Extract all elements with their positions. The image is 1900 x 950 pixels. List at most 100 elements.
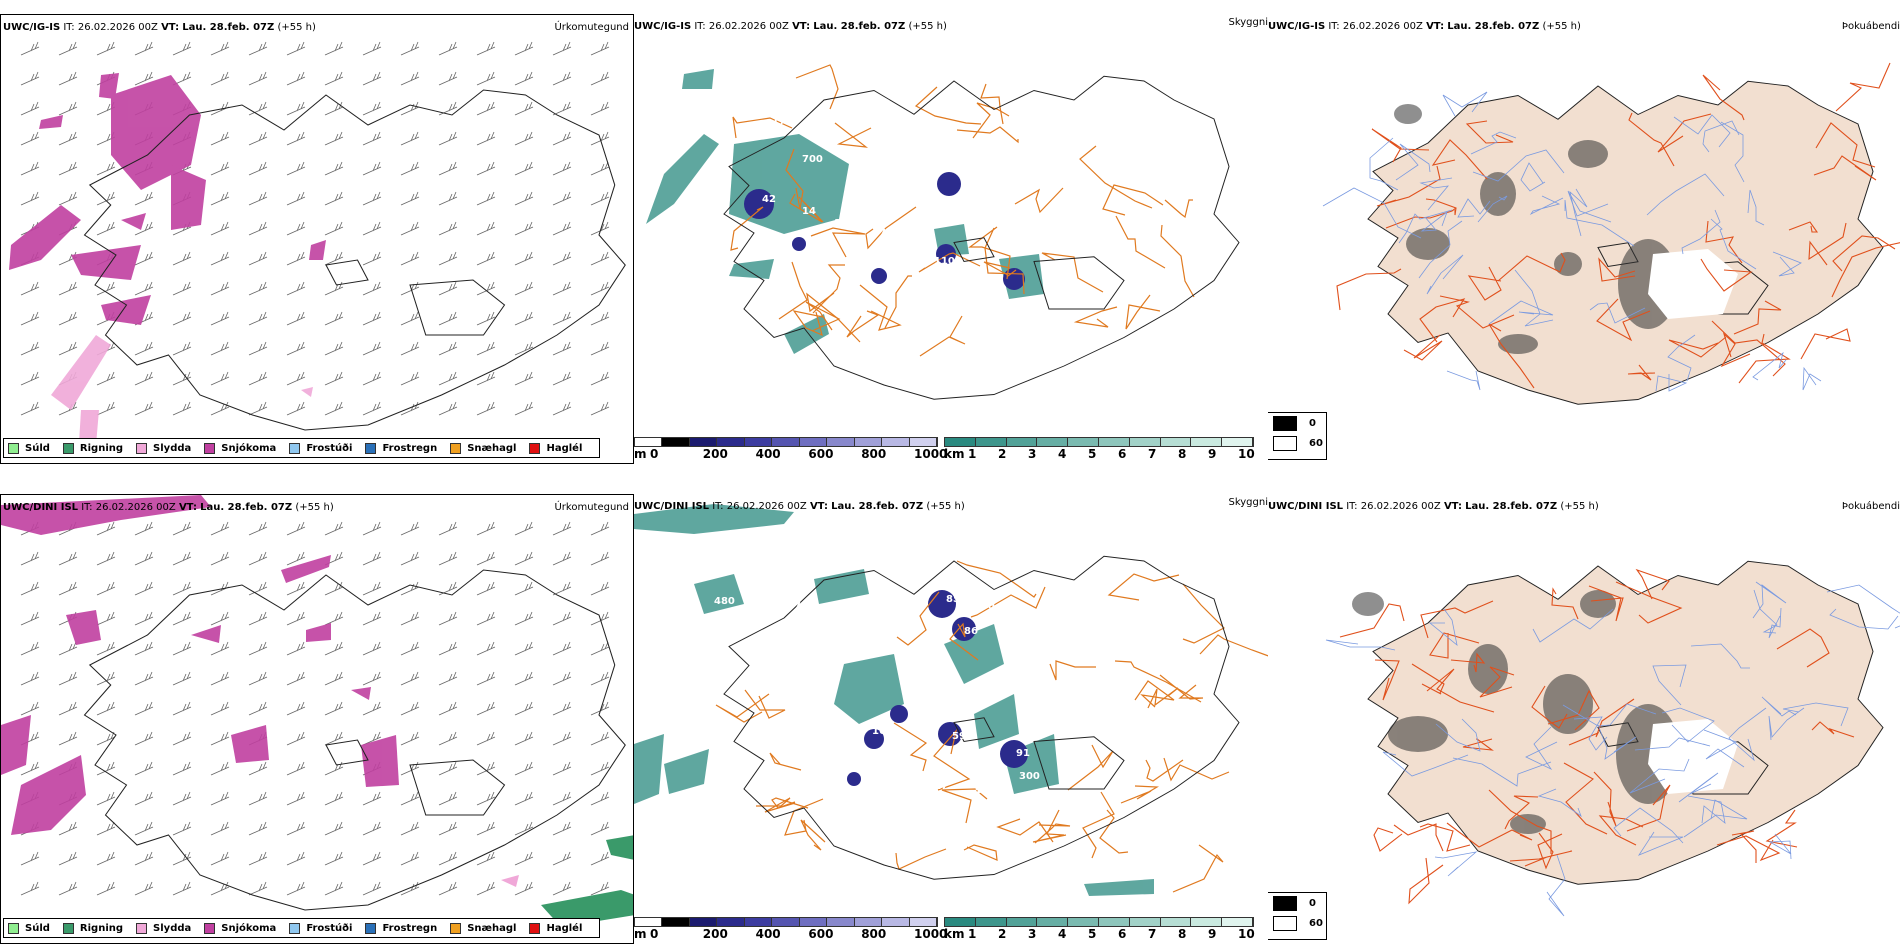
precip-map-top bbox=[9, 41, 626, 445]
fog-key-swatch bbox=[1273, 435, 1297, 451]
it-label: IT: bbox=[63, 22, 75, 33]
ceiling-value-label: 42 bbox=[762, 194, 776, 205]
ceiling-value-label: 174 bbox=[772, 116, 793, 127]
colorbar-segment bbox=[1222, 918, 1253, 926]
colorbar-unit: m bbox=[634, 927, 647, 941]
legend-item: Frostregn bbox=[365, 442, 437, 454]
legend-swatch bbox=[204, 442, 216, 454]
ceiling-value-label: 76 bbox=[710, 156, 724, 167]
sleet-areas bbox=[51, 335, 313, 445]
colorbar-segment bbox=[909, 918, 937, 926]
fog-key-label: 60 bbox=[1309, 917, 1323, 929]
visibility-areas bbox=[646, 69, 1044, 354]
roads bbox=[1336, 62, 1900, 389]
colorbar-tick-label: 200 bbox=[702, 927, 728, 941]
colorbar-segment bbox=[1191, 438, 1223, 446]
colorbar-segment bbox=[882, 438, 910, 446]
lead-time: (+55 h) bbox=[1542, 21, 1581, 32]
ceiling-value-label: 59 bbox=[952, 731, 966, 742]
fog-key-swatch bbox=[1273, 415, 1297, 431]
colorbar-segment bbox=[945, 438, 976, 446]
legend-item: Haglél bbox=[529, 442, 583, 454]
fog-key-label: 0 bbox=[1309, 417, 1316, 429]
precip-legend: Súld Rigning Slydda Snjókoma Frostúði Frostre… bbox=[3, 438, 601, 458]
colorbar-tick-label: 3 bbox=[1028, 927, 1037, 941]
vt-label: VT: bbox=[1443, 501, 1462, 512]
cloud-map-top: 174 76 700 42 14 96 163 73 86 110 bbox=[646, 64, 1240, 400]
fog-key-swatch bbox=[1273, 895, 1297, 911]
legend-item: Slydda bbox=[136, 442, 192, 454]
colorbar-segment bbox=[975, 438, 1007, 446]
precip-map-bottom bbox=[1, 495, 633, 927]
ceiling-value-label: 76 bbox=[794, 601, 808, 612]
precip-type-panel-top: UWC/IG-IS IT: 26.02.2026 00Z VT: Lau. 28… bbox=[0, 14, 634, 464]
colorbar-tick-label: 5 bbox=[1088, 927, 1097, 941]
colorbar-tick-label: 6 bbox=[1118, 447, 1127, 461]
ceiling-value-label: 300 bbox=[1019, 771, 1040, 782]
vt-label: VT: bbox=[161, 22, 180, 33]
fog-panel-top: UWC/IG-IS IT: 26.02.2026 00Z VT: Lau. 28… bbox=[1268, 14, 1900, 464]
roads bbox=[715, 560, 1268, 893]
rain-areas bbox=[541, 835, 633, 927]
sleet-areas bbox=[501, 875, 519, 887]
ceiling-value-label: 17 bbox=[934, 781, 948, 792]
legend-item: Snjókoma bbox=[204, 442, 276, 454]
model-name: UWC/IG-IS bbox=[3, 22, 61, 33]
rivers bbox=[1325, 581, 1900, 917]
colorbar-tick-label: 1000 bbox=[914, 447, 948, 461]
colorbar-tick-label: 3 bbox=[1028, 447, 1037, 461]
legend-swatch bbox=[62, 922, 74, 934]
panel-title: Þokuábendi bbox=[1841, 21, 1900, 32]
fog-key-row: 0 bbox=[1273, 893, 1326, 913]
vt-value: Lau. 28.feb. 07Z bbox=[1447, 21, 1540, 32]
colorbar-unit: km bbox=[944, 447, 965, 461]
colorbar-segment bbox=[635, 918, 663, 926]
legend-swatch bbox=[8, 922, 19, 934]
fog-key-label: 60 bbox=[1309, 437, 1323, 449]
legend-item: Frostúði bbox=[289, 442, 352, 454]
colorbar-segment bbox=[744, 918, 773, 926]
colorbar-tick-label: 2 bbox=[998, 927, 1007, 941]
colorbar-segment bbox=[827, 438, 855, 446]
colorbar-tick-label: 1 bbox=[968, 447, 977, 461]
ceiling-value-label: 73 bbox=[879, 228, 893, 239]
vt-value: Lau. 28.feb. 07Z bbox=[813, 21, 906, 32]
colorbar-segment bbox=[717, 438, 745, 446]
colorbar-segment bbox=[854, 438, 883, 446]
vt-label: VT: bbox=[792, 21, 811, 32]
legend-item: Frostúði bbox=[289, 922, 353, 934]
ceiling-value-label: 14 bbox=[802, 206, 816, 217]
legend-label: Súld bbox=[25, 922, 50, 934]
ceiling-value-label: 700 bbox=[802, 154, 823, 165]
ceiling-value-label: 96 bbox=[849, 181, 863, 192]
colorbar-tick-label: 0 bbox=[650, 927, 659, 941]
ceiling-value-label: 110 bbox=[934, 256, 955, 267]
colorbar-segment bbox=[945, 918, 976, 926]
legend-label: Haglél bbox=[546, 442, 583, 454]
coastline bbox=[723, 75, 1240, 400]
colorbar-segment bbox=[1129, 438, 1161, 446]
fog-panel-bottom: UWC/DINI ISL IT: 26.02.2026 00Z VT: Lau.… bbox=[1268, 494, 1900, 944]
colorbar-segment bbox=[1160, 918, 1192, 926]
colorbar-segment bbox=[1160, 438, 1192, 446]
legend-item: Snæhagl bbox=[450, 922, 516, 934]
colorbar-tick-label: 4 bbox=[1058, 927, 1067, 941]
ceiling-value-label: 86 bbox=[984, 216, 998, 227]
legend-swatch bbox=[136, 922, 148, 934]
legend-swatch bbox=[289, 442, 301, 454]
ceiling-value-label: 76 bbox=[864, 770, 878, 781]
cloud-base-panel-bottom: 480 76 85 100 86 163 148 88 76 136 59 91 300 485 17 UW… bbox=[634, 494, 1268, 944]
legend-swatch bbox=[204, 922, 216, 934]
it-label: IT: bbox=[1346, 501, 1358, 512]
precip-type-panel-bottom: UWC/DINI ISL IT: 26.02.2026 00Z VT: Lau.… bbox=[0, 494, 634, 944]
legend-swatch bbox=[365, 442, 377, 454]
model-name: UWC/IG-IS bbox=[634, 21, 692, 32]
rivers bbox=[1322, 91, 1822, 392]
legend-label: Frostúði bbox=[306, 922, 353, 934]
fog-key-row: 60 bbox=[1273, 913, 1326, 933]
cloud-base-panel-top: 174 76 700 42 14 96 163 73 86 110 UWC/IG-IS IT: 2… bbox=[634, 14, 1268, 464]
it-label: IT: bbox=[712, 501, 724, 512]
it-value: 26.02.2026 00Z bbox=[77, 22, 158, 33]
legend-label: Slydda bbox=[153, 442, 192, 454]
legend-item: Snæhagl bbox=[450, 442, 516, 454]
